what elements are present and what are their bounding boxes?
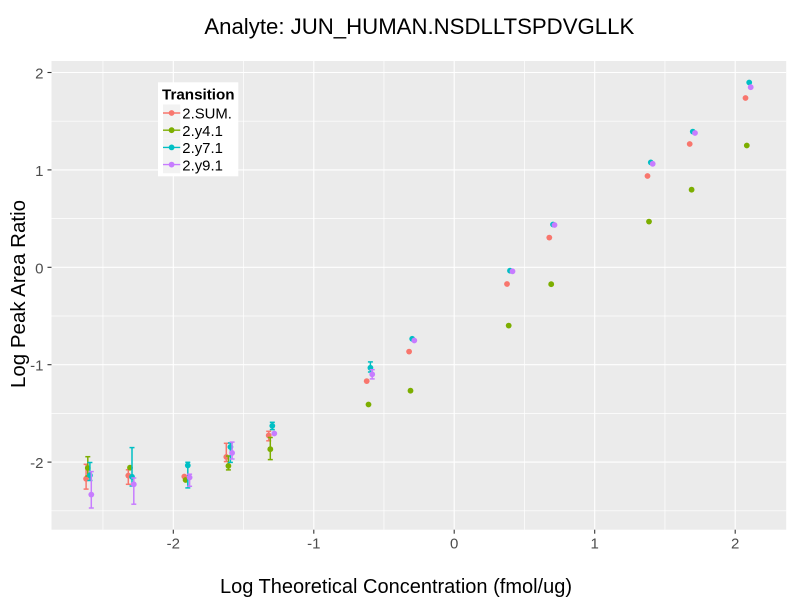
svg-text:-2: -2 bbox=[167, 536, 180, 553]
svg-text:2: 2 bbox=[35, 66, 43, 83]
svg-text:2.y9.1: 2.y9.1 bbox=[182, 158, 223, 174]
svg-text:0: 0 bbox=[450, 536, 458, 553]
svg-text:-1: -1 bbox=[307, 536, 320, 553]
svg-text:-2: -2 bbox=[30, 455, 43, 472]
svg-text:Log Theoretical Concentration: Log Theoretical Concentration (fmol/ug) bbox=[220, 576, 572, 598]
svg-text:2: 2 bbox=[731, 536, 739, 553]
svg-text:2.y7.1: 2.y7.1 bbox=[182, 141, 223, 157]
svg-text:2.SUM.: 2.SUM. bbox=[182, 107, 232, 123]
svg-text:1: 1 bbox=[591, 536, 599, 553]
svg-text:2.y4.1: 2.y4.1 bbox=[182, 124, 223, 140]
svg-text:-1: -1 bbox=[30, 358, 43, 375]
svg-text:Analyte: JUN_HUMAN.NSDLLTSPDVG: Analyte: JUN_HUMAN.NSDLLTSPDVGLLK bbox=[204, 14, 634, 39]
svg-text:1: 1 bbox=[35, 163, 43, 180]
svg-text:Log Peak Area Ratio: Log Peak Area Ratio bbox=[7, 200, 30, 388]
svg-text:0: 0 bbox=[35, 260, 43, 277]
svg-text:Transition: Transition bbox=[162, 86, 235, 103]
